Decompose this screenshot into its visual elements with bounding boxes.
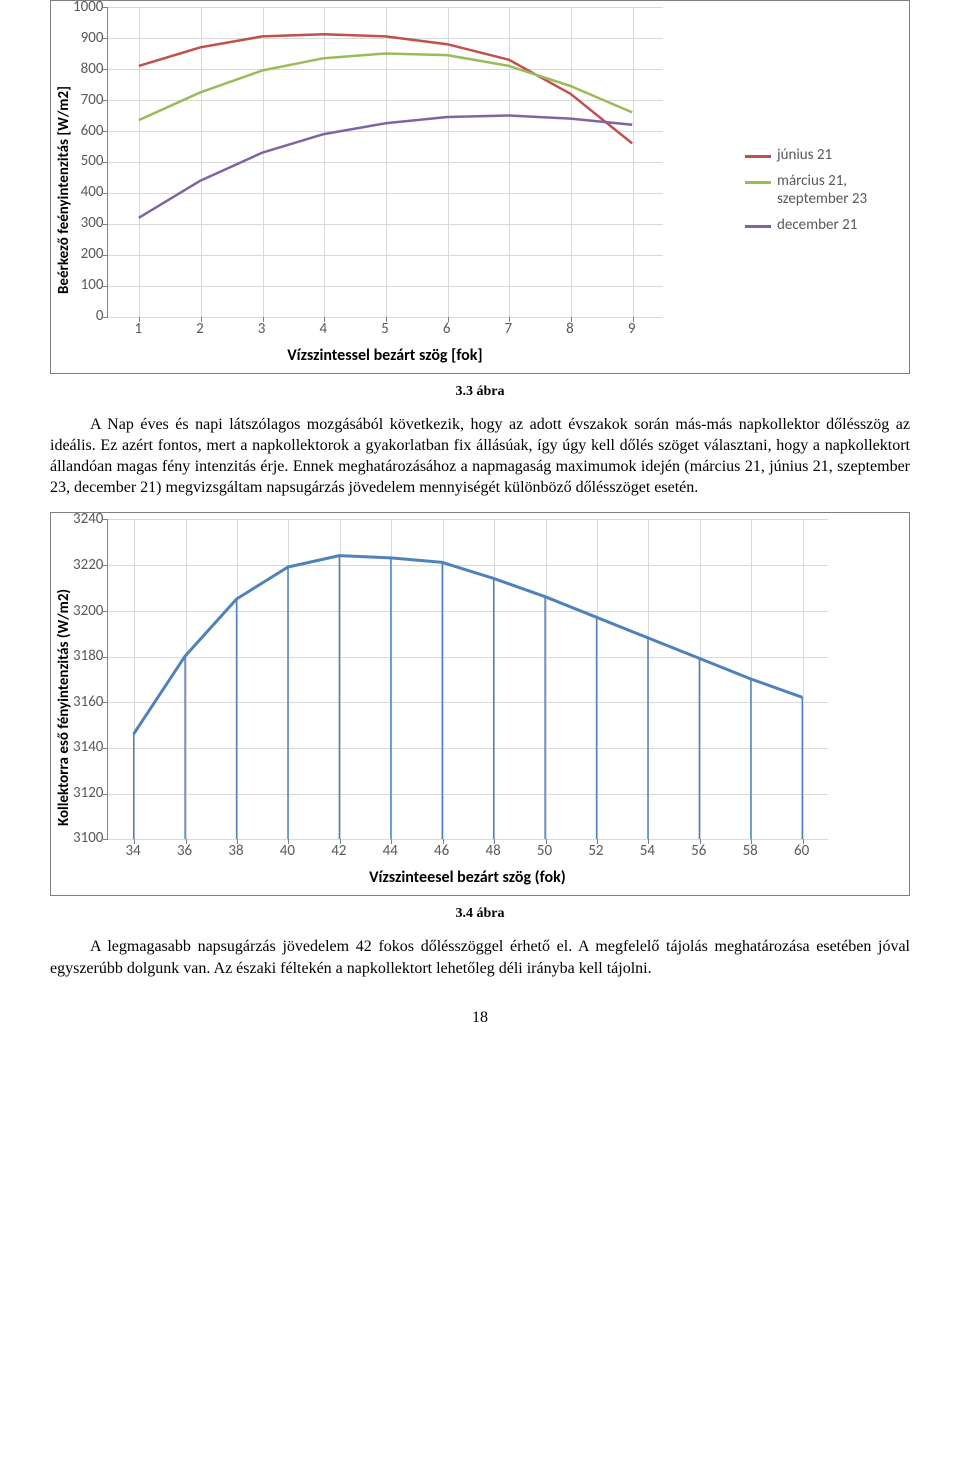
x-tick-label: 36 xyxy=(159,842,210,860)
x-tick-label: 34 xyxy=(107,842,158,860)
x-tick-label: 40 xyxy=(262,842,313,860)
x-tick-label: 44 xyxy=(365,842,416,860)
chart-legend: június 21 március 21, szeptember 23 decemb… xyxy=(735,7,905,373)
x-tick-label: 9 xyxy=(601,320,663,338)
legend-item: március 21, szeptember 23 xyxy=(745,172,897,208)
y-tick-label: 3100 xyxy=(73,838,103,839)
x-axis-label: Vízszintessel bezárt szög [fok] xyxy=(107,342,662,373)
chart-solar-intensity-by-season: Beérkező feényintenzitás [W/m2]100090080… xyxy=(50,0,910,374)
figure-caption-3-3: 3.3 ábra xyxy=(50,384,910,400)
y-tick-label: 800 xyxy=(81,69,104,70)
y-tick-label: 900 xyxy=(81,38,104,39)
x-tick-label: 48 xyxy=(467,842,518,860)
x-tick-label: 38 xyxy=(210,842,261,860)
plot-area xyxy=(107,7,663,318)
legend-swatch xyxy=(745,181,771,184)
data-series-line xyxy=(139,116,632,218)
data-series-line xyxy=(134,556,803,734)
y-tick-label: 3120 xyxy=(73,793,103,794)
x-axis-label: Vízszinteesel bezárt szög (fok) xyxy=(107,864,827,895)
plot-area xyxy=(107,519,828,840)
legend-item: június 21 xyxy=(745,146,897,164)
y-tick-label: 3200 xyxy=(73,611,103,612)
y-tick-label: 200 xyxy=(81,254,104,255)
x-tick-label: 2 xyxy=(169,320,231,338)
x-tick-label: 56 xyxy=(673,842,724,860)
legend-swatch xyxy=(745,225,771,228)
chart-collector-intensity-by-angle: Kollektorra eső fényintenzitás (W/m2)324… xyxy=(50,512,910,896)
legend-label: március 21, szeptember 23 xyxy=(777,172,897,208)
x-tick-label: 3 xyxy=(231,320,293,338)
y-axis-label: Kollektorra eső fényintenzitás (W/m2) xyxy=(55,519,73,895)
x-tick-label: 4 xyxy=(292,320,354,338)
y-tick-label: 1000 xyxy=(73,7,103,8)
y-tick-label: 400 xyxy=(81,192,104,193)
document-page: Beérkező feényintenzitás [W/m2]100090080… xyxy=(0,0,960,1057)
y-tick-label: 300 xyxy=(81,223,104,224)
x-tick-label: 60 xyxy=(776,842,827,860)
body-paragraph-1: A Nap éves és napi látszólagos mozgásábó… xyxy=(50,414,910,498)
x-tick-label: 6 xyxy=(416,320,478,338)
x-tick-label: 52 xyxy=(570,842,621,860)
y-tick-label: 3240 xyxy=(73,519,103,520)
x-tick-label: 50 xyxy=(519,842,570,860)
y-tick-label: 3220 xyxy=(73,565,103,566)
y-tick-label: 600 xyxy=(81,131,104,132)
y-tick-label: 3160 xyxy=(73,702,103,703)
y-tick-label: 500 xyxy=(81,161,104,162)
x-tick-label: 1 xyxy=(107,320,169,338)
x-tick-label: 58 xyxy=(724,842,775,860)
body-paragraph-2: A legmagasabb napsugárzás jövedelem 42 f… xyxy=(50,936,910,978)
legend-label: június 21 xyxy=(777,146,832,164)
x-tick-label: 42 xyxy=(313,842,364,860)
figure-caption-3-4: 3.4 ábra xyxy=(50,906,910,922)
legend-item: december 21 xyxy=(745,216,897,234)
legend-swatch xyxy=(745,155,771,158)
x-tick-label: 7 xyxy=(477,320,539,338)
x-tick-label: 5 xyxy=(354,320,416,338)
y-tick-label: 0 xyxy=(96,316,104,317)
x-tick-label: 54 xyxy=(622,842,673,860)
legend-label: december 21 xyxy=(777,216,857,234)
y-tick-label: 100 xyxy=(81,285,104,286)
y-tick-label: 3140 xyxy=(73,747,103,748)
x-tick-label: 8 xyxy=(539,320,601,338)
y-tick-label: 700 xyxy=(81,100,104,101)
page-number: 18 xyxy=(50,1009,910,1027)
x-tick-label: 46 xyxy=(416,842,467,860)
y-tick-label: 3180 xyxy=(73,656,103,657)
y-axis-label: Beérkező feényintenzitás [W/m2] xyxy=(55,7,73,373)
